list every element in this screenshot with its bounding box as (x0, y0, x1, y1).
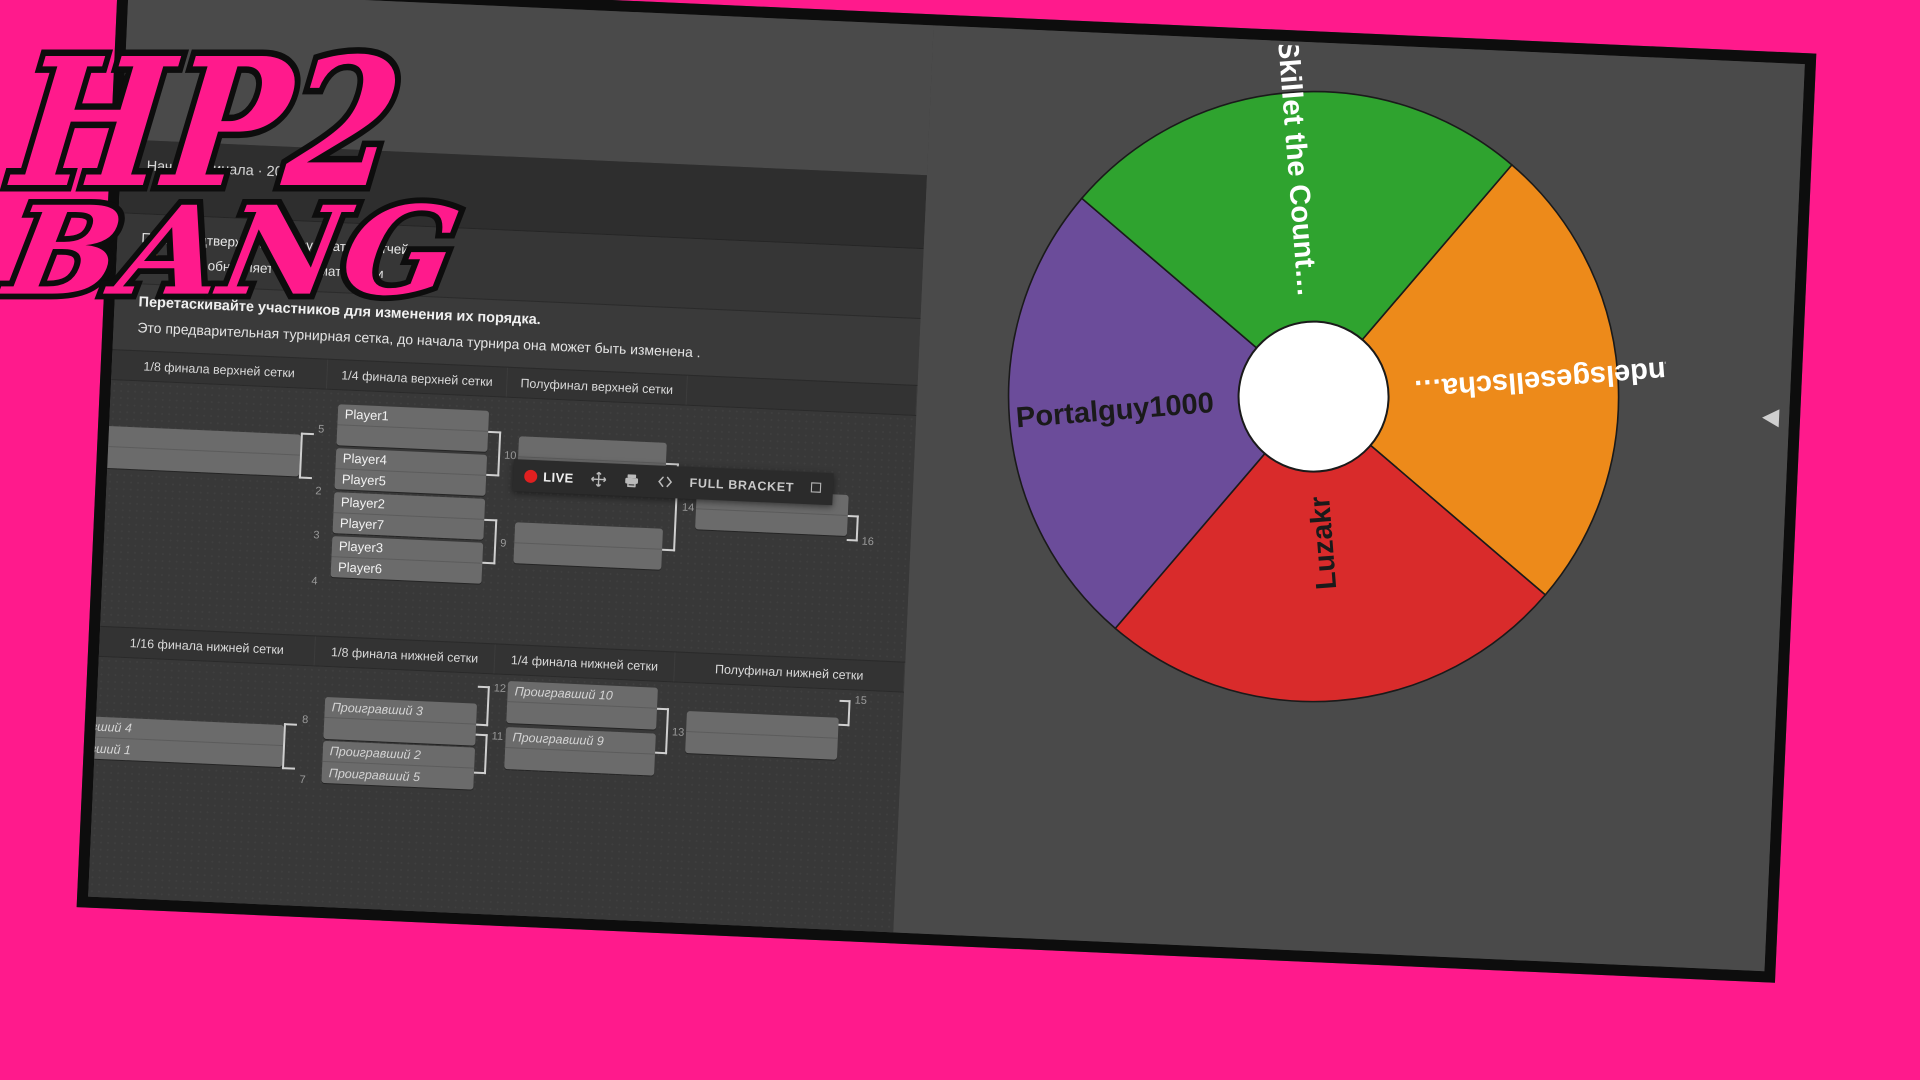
spinner-wheel-panel: Portalguy1000 Skillet the Count… Handelsge… (893, 25, 1805, 972)
bracket-connector (655, 707, 670, 755)
bracket-connector (473, 733, 488, 775)
match-number: 2 (315, 485, 322, 498)
wheel-pointer-icon (1761, 408, 1780, 428)
bracket-connector (482, 518, 498, 565)
lower-bracket-area: Проигравший 4 Проигравший 1 8 7 Проиграв… (88, 656, 904, 933)
match-number: 11 (491, 730, 504, 743)
wheel-hub[interactable] (1235, 318, 1392, 475)
match-number: 13 (671, 726, 685, 739)
wheel-slice[interactable] (1073, 81, 1514, 405)
app-window: Начало финала · 202… PM MSK После подтве… (76, 0, 1817, 983)
match-slotbox[interactable]: Проигравший 2 Проигравший 5 (321, 740, 476, 790)
wheel-slices[interactable] (995, 78, 1632, 715)
match-number: 16 (861, 535, 875, 549)
match-slotbox[interactable]: Player1 (336, 404, 490, 452)
match-slotbox[interactable]: Player8 Player9 (88, 423, 301, 477)
bracket-connector (281, 723, 298, 770)
expand-square-icon[interactable] (810, 481, 823, 497)
upper-bracket-area: Player8 Player9 5 2 3 4 Player1 Player4 … (88, 380, 917, 662)
winner-status-dot (139, 252, 162, 275)
bracket-connector (486, 430, 502, 477)
wheel-slice[interactable] (998, 195, 1322, 636)
match-slotbox[interactable]: Player2 Player7 (332, 492, 486, 540)
live-label: LIVE (542, 468, 575, 486)
match-number: 14 (681, 501, 695, 515)
wheel-slice-label: Luzakr (1304, 495, 1343, 591)
spinner-wheel[interactable]: Portalguy1000 Skillet the Count… Handelsge… (948, 31, 1679, 761)
move-icon[interactable] (589, 470, 607, 488)
match-number: 9 (499, 537, 507, 550)
match-number: 4 (311, 575, 318, 588)
match-slotbox[interactable]: Проигравший 3 (323, 696, 478, 746)
bracket-panel: Начало финала · 202… PM MSK После подтве… (88, 0, 934, 933)
match-slotbox[interactable] (685, 711, 839, 760)
match-number: 3 (313, 529, 320, 542)
bracket-mini-toolbar[interactable]: LIVE (512, 459, 834, 506)
match-slotbox[interactable]: Проигравший 4 Проигравший 1 (88, 713, 284, 768)
match-slotbox[interactable]: Проигравший 9 (504, 727, 656, 776)
record-dot-icon (523, 469, 538, 483)
bracket-connector (846, 515, 859, 542)
match-number: 8 (301, 713, 309, 727)
match-slotbox[interactable] (513, 522, 664, 570)
bracket-connector (838, 699, 851, 727)
full-bracket-button[interactable]: FULL BRACKET (689, 475, 795, 495)
notice-line-2: сетка обновляется автоматически (169, 256, 384, 282)
match-number: 5 (317, 423, 325, 436)
match-number: 7 (299, 773, 306, 787)
match-slotbox[interactable]: Player3 Player6 (330, 536, 484, 584)
code-icon[interactable] (655, 472, 674, 491)
bracket-connector (298, 432, 314, 480)
wheel-slice[interactable] (1305, 157, 1629, 598)
wheel-slice[interactable] (1112, 388, 1553, 712)
match-slotbox[interactable]: Проигравший 10 (506, 681, 658, 730)
bracket-connector (476, 685, 490, 727)
print-icon[interactable] (622, 471, 640, 489)
match-slotbox[interactable]: Player4 Player5 (334, 448, 488, 496)
match-number: 15 (854, 694, 868, 708)
tournament-start-meta: Начало финала · 202… PM MSK (146, 158, 367, 185)
live-badge[interactable]: LIVE (523, 468, 575, 486)
match-number: 12 (493, 682, 507, 695)
